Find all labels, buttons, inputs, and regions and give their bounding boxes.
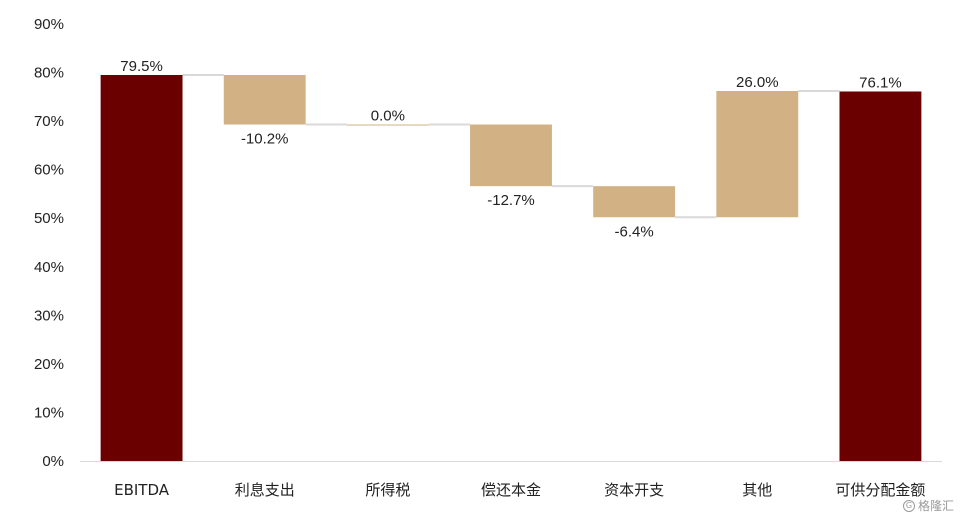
bar-delta [470,124,552,187]
data-label: 0.0% [371,108,405,125]
x-axis: EBITDA 利息支出 所得税 偿还本金 资本开支 其他 可供分配金额 [80,461,942,499]
y-tick-label: 80% [34,65,64,82]
data-label: 26.0% [736,74,779,91]
watermark: G 格隆汇 [902,497,954,514]
data-label: -6.4% [615,223,654,240]
y-tick-label: 40% [34,259,64,276]
bar-total [839,91,922,462]
data-label: -12.7% [487,192,535,209]
y-tick-label: 90% [34,16,64,33]
y-tick-label: 60% [34,162,64,179]
data-label: -10.2% [241,131,289,148]
data-label: 76.1% [859,74,902,91]
logo-circle-icon: G [902,499,915,512]
y-tick-label: 20% [34,356,64,373]
bar-delta [716,91,799,218]
x-category-label: 资本开支 [604,481,664,499]
x-category-label: 利息支出 [235,481,295,499]
data-label: 79.5% [120,58,163,75]
y-axis: 0% 10% 20% 30% 40% 50% 60% 70% 80% 90% [34,16,64,470]
y-tick-label: 30% [34,307,64,324]
bars [100,74,922,462]
bar-total [100,74,183,461]
bar-delta [346,124,429,126]
y-tick-label: 10% [34,404,64,421]
x-category-label: 偿还本金 [481,481,541,499]
bar-delta [593,186,676,218]
bar-delta [223,74,306,125]
y-tick-label: 50% [34,210,64,227]
connector-lines [182,73,840,219]
data-labels: 79.5% -10.2% 0.0% -12.7% -6.4% 26.0% 76.1% [120,58,901,240]
y-tick-label: 0% [42,453,64,470]
x-category-label: 其他 [742,481,772,499]
x-category-label: 可供分配金额 [835,481,925,499]
y-tick-label: 70% [34,113,64,130]
x-category-label: 所得税 [365,481,410,499]
watermark-text: 格隆汇 [917,499,954,513]
x-category-label: EBITDA [114,481,170,499]
